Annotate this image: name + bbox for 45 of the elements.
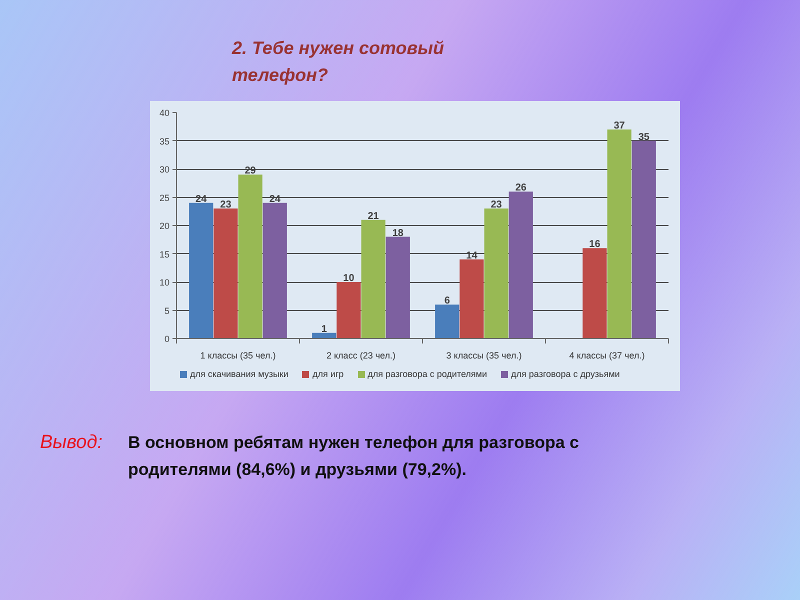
data-label: 6 — [444, 296, 450, 307]
bar — [460, 259, 484, 338]
y-tick-label: 15 — [159, 249, 170, 260]
data-label: 21 — [368, 210, 380, 222]
x-tick-label: 4 классы (37 чел.) — [569, 350, 645, 360]
bar — [214, 208, 238, 338]
legend-label: для скачивания музыки — [190, 368, 288, 381]
data-label: 26 — [515, 182, 527, 194]
bar — [508, 192, 533, 338]
bar — [189, 202, 214, 338]
data-label: 23 — [220, 200, 232, 211]
y-tick-label: 5 — [164, 306, 170, 316]
legend-label: для игр — [312, 368, 344, 381]
bar — [632, 140, 656, 338]
bar — [435, 304, 460, 338]
data-label: 35 — [638, 132, 650, 143]
x-tick-label: 3 классы (35 чел.) — [446, 350, 522, 360]
bar — [582, 248, 607, 338]
bar — [607, 129, 632, 338]
bar — [386, 236, 410, 338]
y-tick-label: 25 — [159, 192, 170, 203]
y-tick-label: 30 — [159, 164, 170, 174]
bar — [484, 208, 508, 338]
bar — [238, 174, 262, 338]
y-tick-label: 20 — [159, 221, 170, 231]
data-label: 1 — [321, 324, 328, 335]
bar — [361, 220, 386, 338]
legend-label: для разговора с друзьями — [511, 368, 620, 381]
y-tick-label: 0 — [164, 334, 170, 344]
data-label: 37 — [614, 120, 626, 132]
chart-title: 2. Тебе нужен сотовый телефон? — [232, 37, 445, 87]
y-tick-label: 40 — [159, 108, 170, 118]
legend-label: для разговора с родителями — [368, 368, 488, 381]
y-tick-label: 35 — [159, 136, 170, 146]
data-label: 18 — [392, 228, 404, 239]
data-label: 10 — [343, 273, 355, 284]
data-label: 16 — [589, 239, 601, 250]
y-tick-label: 10 — [159, 278, 170, 288]
x-tick-label: 1 классы (35 чел.) — [200, 350, 276, 360]
text: В основном ребятам нужен телефон для разговора с родителями (84,6%) и друзьями (79,2%). — [128, 432, 580, 481]
x-tick-label: 2 класс (23 чел.) — [326, 350, 396, 360]
bar — [262, 202, 287, 338]
bar — [336, 282, 361, 338]
text: Вывод: — [40, 431, 103, 455]
data-label: 23 — [490, 200, 502, 211]
